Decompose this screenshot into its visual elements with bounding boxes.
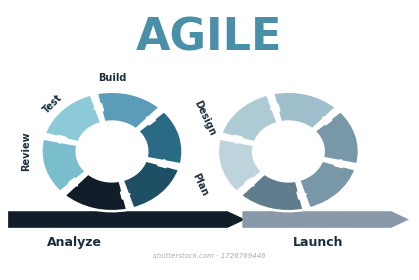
FancyArrow shape bbox=[8, 211, 245, 228]
Polygon shape bbox=[323, 117, 332, 125]
Polygon shape bbox=[58, 135, 66, 144]
Polygon shape bbox=[245, 178, 254, 186]
Text: Launch: Launch bbox=[292, 236, 343, 249]
Wedge shape bbox=[221, 94, 278, 143]
Polygon shape bbox=[334, 159, 342, 168]
Text: Review: Review bbox=[21, 132, 31, 171]
Wedge shape bbox=[41, 139, 86, 192]
Polygon shape bbox=[270, 104, 280, 111]
Text: Plan: Plan bbox=[190, 172, 210, 198]
Polygon shape bbox=[121, 192, 130, 199]
Polygon shape bbox=[234, 135, 243, 144]
Wedge shape bbox=[314, 111, 359, 164]
Wedge shape bbox=[138, 111, 183, 164]
Wedge shape bbox=[299, 160, 356, 208]
Polygon shape bbox=[297, 192, 307, 199]
Wedge shape bbox=[123, 160, 179, 208]
Wedge shape bbox=[45, 94, 101, 143]
Polygon shape bbox=[94, 104, 103, 111]
Polygon shape bbox=[158, 159, 166, 168]
Polygon shape bbox=[146, 117, 155, 125]
FancyArrow shape bbox=[242, 211, 409, 228]
Text: shutterstock.com · 1726769446: shutterstock.com · 1726769446 bbox=[153, 253, 265, 259]
Wedge shape bbox=[65, 174, 127, 211]
Text: Analyze: Analyze bbox=[47, 236, 102, 249]
Text: Build: Build bbox=[98, 73, 126, 83]
Text: Test: Test bbox=[42, 93, 65, 116]
Wedge shape bbox=[273, 92, 336, 129]
Text: Design: Design bbox=[192, 99, 217, 137]
Wedge shape bbox=[97, 92, 160, 129]
Text: AGILE: AGILE bbox=[136, 17, 283, 60]
Polygon shape bbox=[68, 178, 78, 186]
Wedge shape bbox=[218, 139, 262, 192]
Wedge shape bbox=[241, 174, 304, 211]
